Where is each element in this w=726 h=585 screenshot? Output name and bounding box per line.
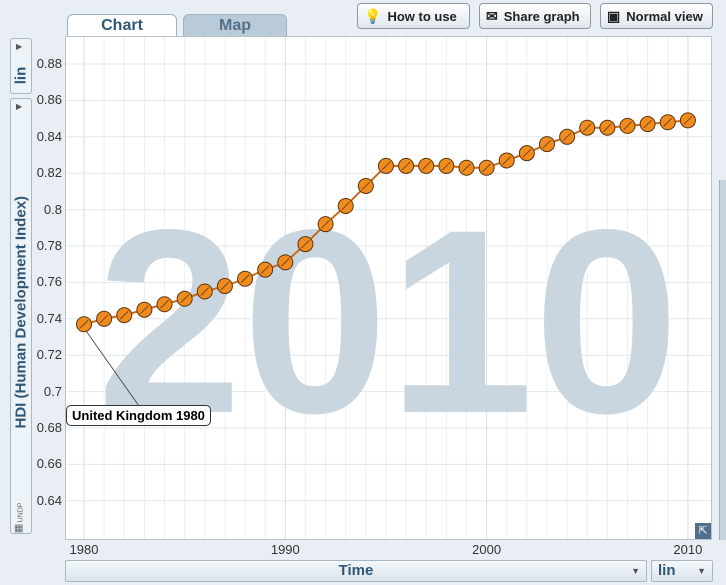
lightbulb-icon: 💡 [364,7,382,24]
data-point[interactable] [559,128,576,145]
how-to-use-button[interactable]: 💡 How to use [357,3,470,29]
x-tick-label: 2010 [673,542,703,557]
x-tick-label: 2000 [472,542,502,557]
y-tick-label: 0.78 [36,238,62,253]
plot-area: 2010 ⇱ [65,36,712,540]
y-scale-selector[interactable]: ▶ lin [10,38,32,94]
y-tick-label: 0.64 [36,492,62,508]
share-graph-button[interactable]: ✉ Share graph [479,3,591,29]
data-point[interactable] [377,157,394,174]
data-point[interactable] [518,145,535,162]
data-point[interactable] [76,316,92,333]
data-point[interactable] [639,116,656,133]
triangle-right-icon: ▶ [16,42,23,51]
data-point[interactable] [438,157,455,174]
data-point[interactable] [216,278,233,295]
data-point[interactable] [237,270,254,287]
chart-svg: 2010 [66,37,711,539]
data-point[interactable] [297,236,314,253]
shrink-icon: ▣ [607,7,621,24]
y-tick-label: 0.66 [36,456,62,472]
data-point[interactable] [357,177,374,194]
y-tick-label: 0.8 [43,201,62,217]
share-graph-label: Share graph [503,8,580,24]
x-tick-label: 1990 [270,542,300,557]
x-indicator-selector[interactable]: Time ▼ [65,560,647,582]
data-point[interactable] [257,261,274,278]
expand-icon[interactable]: ⇱ [695,523,711,539]
data-point[interactable] [498,152,515,169]
normal-view-label: Normal view [626,8,703,24]
table-icon[interactable]: ▦ [14,523,24,534]
tooltip-label: United Kingdom 1980 [66,405,211,426]
data-point[interactable] [478,159,495,176]
data-point[interactable] [176,290,193,307]
data-point[interactable] [136,301,153,318]
data-point[interactable] [277,254,294,271]
right-scrollbar[interactable] [719,180,726,540]
data-point[interactable] [619,117,636,134]
y-tick-label: 0.82 [36,165,62,181]
data-point[interactable] [418,157,435,174]
x-axis-label: Time [338,562,374,579]
data-point[interactable] [659,114,676,131]
y-tick-label: 0.84 [36,128,62,144]
data-point[interactable] [579,119,596,136]
data-point[interactable] [337,197,354,214]
data-point[interactable] [96,310,113,327]
triangle-right-icon: ▶ [16,102,23,111]
data-point[interactable] [538,136,555,153]
y-tick-label: 0.86 [36,92,62,108]
y-indicator-selector[interactable]: ▶ HDI (Human Development Index) UNDP ▦ [10,98,32,534]
y-tick-label: 0.74 [36,310,62,326]
data-point[interactable] [398,157,415,174]
tab-map[interactable]: Map [183,14,287,37]
x-tick-label: 1980 [69,542,99,557]
data-point[interactable] [599,119,616,136]
normal-view-button[interactable]: ▣ Normal view [600,3,713,29]
y-tick-label: 0.88 [36,56,62,71]
data-point[interactable] [156,296,173,313]
data-point[interactable] [458,159,475,176]
data-point[interactable] [317,216,334,233]
envelope-icon: ✉ [486,7,498,24]
chevron-down-icon: ▼ [631,566,640,576]
y-tick-label: 0.68 [36,420,62,435]
y-tick-label: 0.7 [43,383,62,399]
data-point[interactable] [196,283,213,300]
y-tick-label: 0.72 [36,347,62,363]
y-tick-label: 0.76 [36,274,62,290]
data-point[interactable] [116,307,133,324]
chevron-down-icon: ▼ [697,566,706,576]
tooltip-pointer [83,327,140,407]
data-point[interactable] [679,112,696,129]
how-to-use-label: How to use [387,8,457,24]
x-scale-selector[interactable]: lin ▼ [651,560,713,582]
x-scale-label: lin [658,562,676,579]
tab-chart[interactable]: Chart [67,14,177,37]
